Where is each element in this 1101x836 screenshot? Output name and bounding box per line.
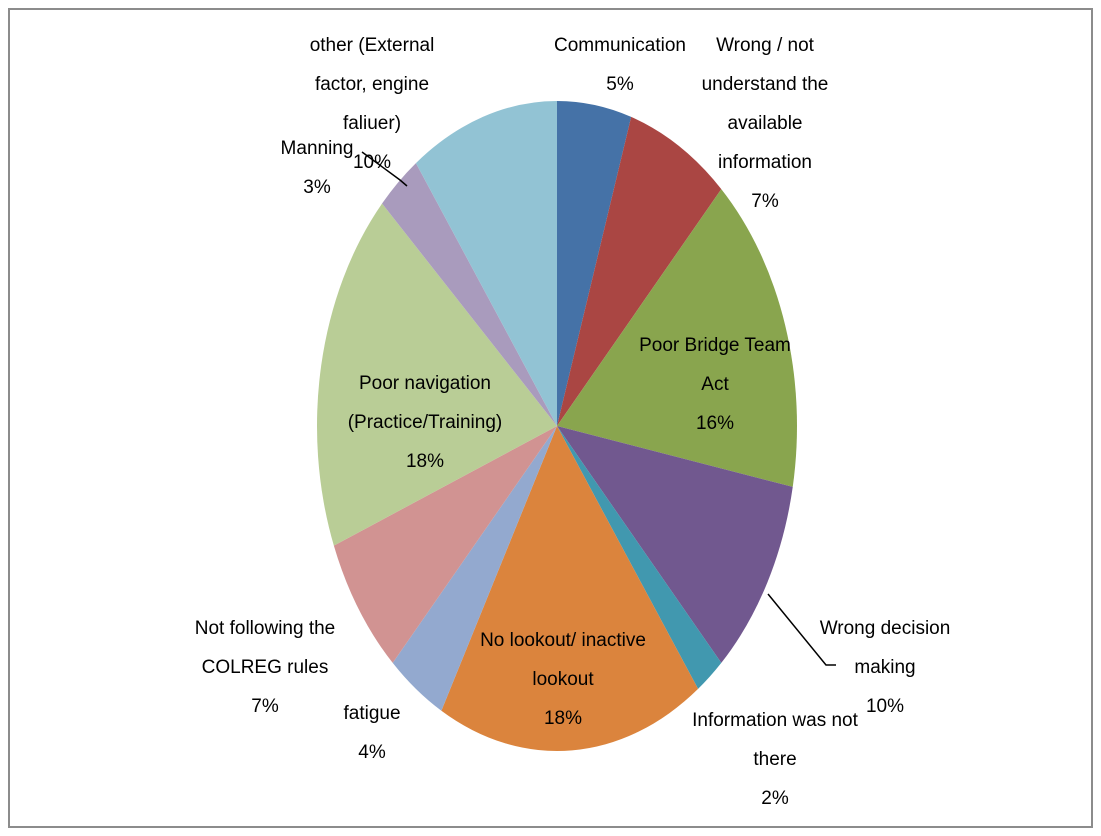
pie-slice [557,116,722,427]
data-label: No lookout/ inactive lookout 18% [478,621,648,738]
value-label: 3% [303,177,331,198]
pie-slice [415,101,557,426]
category-label: Wrong / not understand the available inf… [701,35,829,173]
value-label: 10% [352,152,392,173]
pie-slice [441,426,699,751]
pie-slice [392,426,557,711]
leader-line [361,151,408,187]
pie-slice [382,163,557,427]
data-label: other (External factor, engine faliuer) 1… [297,26,447,182]
category-label: Communication [554,35,686,56]
data-label: Manning 3% [272,129,362,207]
category-label: Poor Bridge Team Act [639,335,791,395]
data-label: Information was not there 2% [690,701,860,818]
category-label: fatigue [343,703,401,724]
pie-slice [557,426,722,689]
value-label: 4% [358,742,386,763]
category-label: other (External factor, engine faliuer) [309,35,435,134]
category-label: Manning [280,138,354,159]
data-label: fatigue 4% [322,694,422,772]
value-label: 16% [695,413,735,434]
pie-slice [317,203,557,546]
category-label: Poor navigation (Practice/Training) [347,373,503,433]
data-label: Wrong decision making 10% [795,609,975,726]
pie-slice [557,101,632,426]
data-label: Communication 5% [535,26,705,104]
value-label: 5% [606,74,634,95]
value-label: 18% [543,708,583,729]
data-label: Not following the COLREG rules 7% [175,609,355,726]
pie-slice [333,426,557,663]
value-label: 18% [405,451,445,472]
pie-slice [557,426,793,663]
pie-slice [557,189,797,487]
value-label: 7% [251,696,279,717]
value-label: 7% [751,191,779,212]
data-label: Poor navigation (Practice/Training) 18% [328,364,523,481]
category-label: Information was not there [692,710,858,770]
data-label: Wrong / not understand the available inf… [685,26,845,221]
value-label: 2% [761,788,789,809]
category-label: No lookout/ inactive lookout [480,630,646,690]
value-label: 10% [865,696,905,717]
data-label: Poor Bridge Team Act 16% [630,326,800,443]
leader-line [767,593,836,666]
category-label: Wrong decision making [819,618,951,678]
category-label: Not following the COLREG rules [194,618,336,678]
